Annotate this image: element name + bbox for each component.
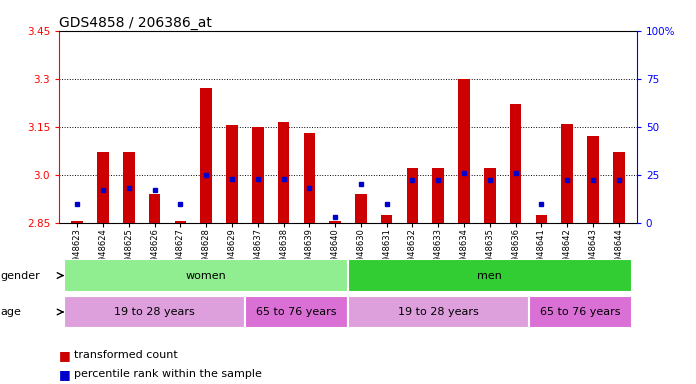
Text: percentile rank within the sample: percentile rank within the sample	[74, 369, 262, 379]
Bar	[348, 259, 632, 292]
Text: ■: ■	[59, 349, 71, 362]
Bar	[613, 152, 624, 223]
Bar	[72, 221, 83, 223]
Bar	[175, 221, 186, 223]
Bar	[303, 133, 315, 223]
Bar	[381, 215, 393, 223]
Bar	[587, 136, 599, 223]
Bar	[510, 104, 521, 223]
Bar	[458, 79, 470, 223]
Bar	[536, 215, 547, 223]
Bar	[200, 88, 212, 223]
Bar	[406, 168, 418, 223]
Bar	[278, 122, 290, 223]
Bar	[355, 194, 367, 223]
Bar	[64, 296, 245, 328]
Bar	[432, 168, 444, 223]
Text: 65 to 76 years: 65 to 76 years	[256, 307, 337, 317]
Text: women: women	[186, 270, 226, 281]
Bar	[562, 124, 573, 223]
Bar	[226, 125, 238, 223]
Text: transformed count: transformed count	[74, 350, 178, 360]
Bar	[348, 296, 528, 328]
Text: 19 to 28 years: 19 to 28 years	[398, 307, 479, 317]
Bar	[329, 221, 341, 223]
Bar	[149, 194, 160, 223]
Text: 19 to 28 years: 19 to 28 years	[114, 307, 195, 317]
Bar	[64, 259, 348, 292]
Bar	[97, 152, 109, 223]
Text: GDS4858 / 206386_at: GDS4858 / 206386_at	[59, 16, 212, 30]
Bar	[252, 127, 264, 223]
Text: men: men	[477, 270, 503, 281]
Text: ■: ■	[59, 368, 71, 381]
Text: age: age	[1, 307, 22, 317]
Text: 65 to 76 years: 65 to 76 years	[540, 307, 620, 317]
Bar	[245, 296, 348, 328]
Bar	[484, 168, 496, 223]
Text: gender: gender	[1, 270, 40, 281]
Bar	[528, 296, 632, 328]
Bar	[123, 152, 134, 223]
